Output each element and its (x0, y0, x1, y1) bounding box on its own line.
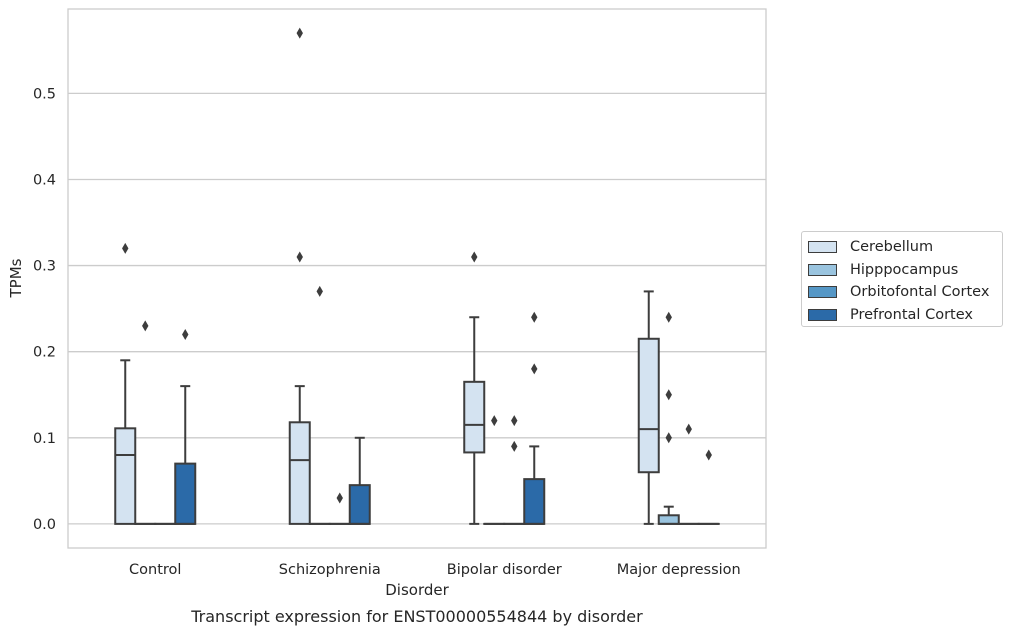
legend-label: Orbitofontal Cortex (850, 284, 990, 301)
y-axis-label: TPMs (7, 258, 25, 298)
legend-item-cerebellum: Cerebellum (808, 236, 1002, 259)
box-cerebellum (114, 242, 137, 525)
box (523, 478, 546, 525)
box-prefrontal-cortex (697, 449, 720, 525)
box-orbitofontal-cortex (328, 492, 351, 525)
y-tick-label: 0.0 (33, 517, 56, 533)
y-tick-label: 0.2 (33, 345, 56, 361)
x-tick-label: Control (129, 562, 181, 578)
box-hipppocampus (134, 320, 157, 525)
plot-area-frame (67, 8, 767, 549)
outlier-point (142, 320, 149, 332)
legend-swatch (808, 263, 837, 276)
box-hipppocampus (483, 415, 506, 525)
y-tick-label: 0.1 (33, 431, 56, 447)
outlier-point (336, 492, 343, 504)
x-tick-label: Major depression (617, 562, 741, 578)
box (288, 421, 311, 525)
boxes-layer (114, 27, 720, 525)
box-hipppocampus (308, 285, 331, 525)
outlier-point (531, 311, 538, 323)
outlier-point (296, 251, 303, 263)
outlier-point (665, 389, 672, 401)
legend-swatch (808, 241, 837, 254)
legend-label: Hipppocampus (850, 261, 959, 278)
chart-caption: Transcript expression for ENST0000055484… (190, 607, 643, 626)
outlier-point (705, 449, 712, 461)
outlier-point (665, 432, 672, 444)
outlier-point (122, 242, 129, 254)
x-tick-label: Schizophrenia (279, 562, 381, 578)
legend-item-hippocampus: Hipppocampus (808, 259, 1002, 282)
legend-label: Cerebellum (850, 239, 934, 256)
y-tick-labels: 0.0 0.1 0.2 0.3 0.4 0.5 (33, 86, 56, 533)
outlier-point (182, 328, 189, 340)
box-cerebellum (463, 251, 486, 525)
y-tick-label: 0.5 (33, 86, 56, 102)
outlier-point (296, 27, 303, 39)
box (348, 484, 371, 525)
box-prefrontal-cortex (174, 328, 197, 525)
outlier-point (531, 363, 538, 375)
box (463, 380, 486, 454)
outlier-point (511, 440, 518, 452)
legend: Cerebellum Hipppocampus Orbitofontal Cor… (801, 231, 1003, 327)
legend-label: Prefrontal Cortex (850, 306, 973, 323)
y-tick-label: 0.3 (33, 259, 56, 275)
legend-swatch (808, 308, 837, 321)
box (114, 427, 137, 525)
outlier-point (491, 415, 498, 427)
box-hipppocampus (657, 311, 680, 525)
box-orbitofontal-cortex (677, 423, 700, 525)
x-tick-labels: Control Schizophrenia Bipolar disorder Majo… (129, 562, 741, 578)
legend-item-prefrontal-cortex: Prefrontal Cortex (808, 304, 1002, 327)
gridlines (68, 92, 766, 525)
x-tick-label: Bipolar disorder (447, 562, 562, 578)
outlier-point (685, 423, 692, 435)
legend-item-orbitofrontal-cortex: Orbitofontal Cortex (808, 281, 1002, 304)
box (657, 514, 680, 525)
outlier-point (471, 251, 478, 263)
x-axis-label: Disorder (385, 581, 449, 599)
outlier-point (316, 285, 323, 297)
box-prefrontal-cortex (348, 436, 371, 525)
box (637, 337, 660, 474)
legend-swatch (808, 286, 837, 299)
outlier-point (511, 415, 518, 427)
box (174, 462, 197, 525)
box-cerebellum (637, 290, 660, 525)
box-prefrontal-cortex (523, 311, 546, 525)
y-tick-label: 0.4 (33, 172, 56, 188)
box-cerebellum (288, 27, 311, 525)
box-orbitofontal-cortex (503, 415, 526, 525)
outlier-point (665, 311, 672, 323)
